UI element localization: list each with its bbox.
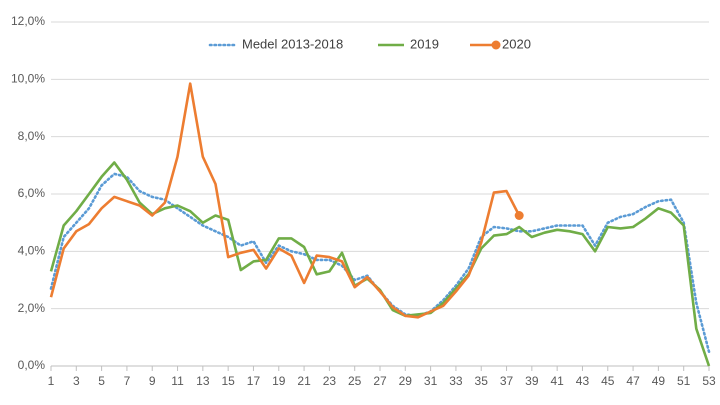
y-tick-label: 6,0% xyxy=(18,186,46,200)
y-tick-label: 4,0% xyxy=(18,244,46,258)
x-tick-label: 29 xyxy=(399,374,413,388)
x-tick-label: 41 xyxy=(550,374,564,388)
series-marker xyxy=(514,211,524,220)
legend-label: 2020 xyxy=(502,36,531,51)
x-tick-label: 33 xyxy=(449,374,463,388)
x-tick-label: 39 xyxy=(525,374,539,388)
x-tick-label: 7 xyxy=(124,374,131,388)
x-tick-label: 31 xyxy=(424,374,438,388)
x-tick-label: 23 xyxy=(323,374,337,388)
x-tick-label: 15 xyxy=(221,374,235,388)
x-tick-label: 9 xyxy=(149,374,156,388)
y-tick-label: 8,0% xyxy=(18,129,46,143)
legend-label: Medel 2013-2018 xyxy=(242,36,343,51)
x-tick-label: 5 xyxy=(98,374,105,388)
x-tick-label: 53 xyxy=(702,374,716,388)
series-line xyxy=(49,161,711,367)
legend-marker xyxy=(491,40,501,50)
x-tick-label: 21 xyxy=(297,374,311,388)
x-tick-label: 27 xyxy=(373,374,387,388)
x-tick-label: 11 xyxy=(171,374,184,388)
x-tick-label: 43 xyxy=(576,374,590,388)
x-tick-label: 1 xyxy=(48,374,55,388)
legend: Medel 2013-2018 2019 2020 xyxy=(208,36,531,51)
x-tick-label: 51 xyxy=(677,374,691,388)
x-tick-label: 3 xyxy=(73,374,80,388)
x-tick-label: 25 xyxy=(348,374,362,388)
y-tick-label: 10,0% xyxy=(11,72,45,86)
x-tick-label: 35 xyxy=(475,374,489,388)
legend-label: 2019 xyxy=(410,36,439,51)
y-tick-label: 2,0% xyxy=(18,301,46,315)
x-tick-label: 47 xyxy=(626,374,640,388)
x-tick-label: 17 xyxy=(247,374,261,388)
x-tick-label: 19 xyxy=(272,374,286,388)
series-line xyxy=(49,82,521,319)
x-tick-label: 37 xyxy=(500,374,514,388)
x-tick-label: 45 xyxy=(601,374,615,388)
x-tick-label: 13 xyxy=(196,374,210,388)
x-tick-label: 49 xyxy=(652,374,666,388)
y-tick-label: 0,0% xyxy=(18,358,46,372)
series-line xyxy=(49,172,711,353)
y-tick-label: 12,0% xyxy=(11,14,45,28)
